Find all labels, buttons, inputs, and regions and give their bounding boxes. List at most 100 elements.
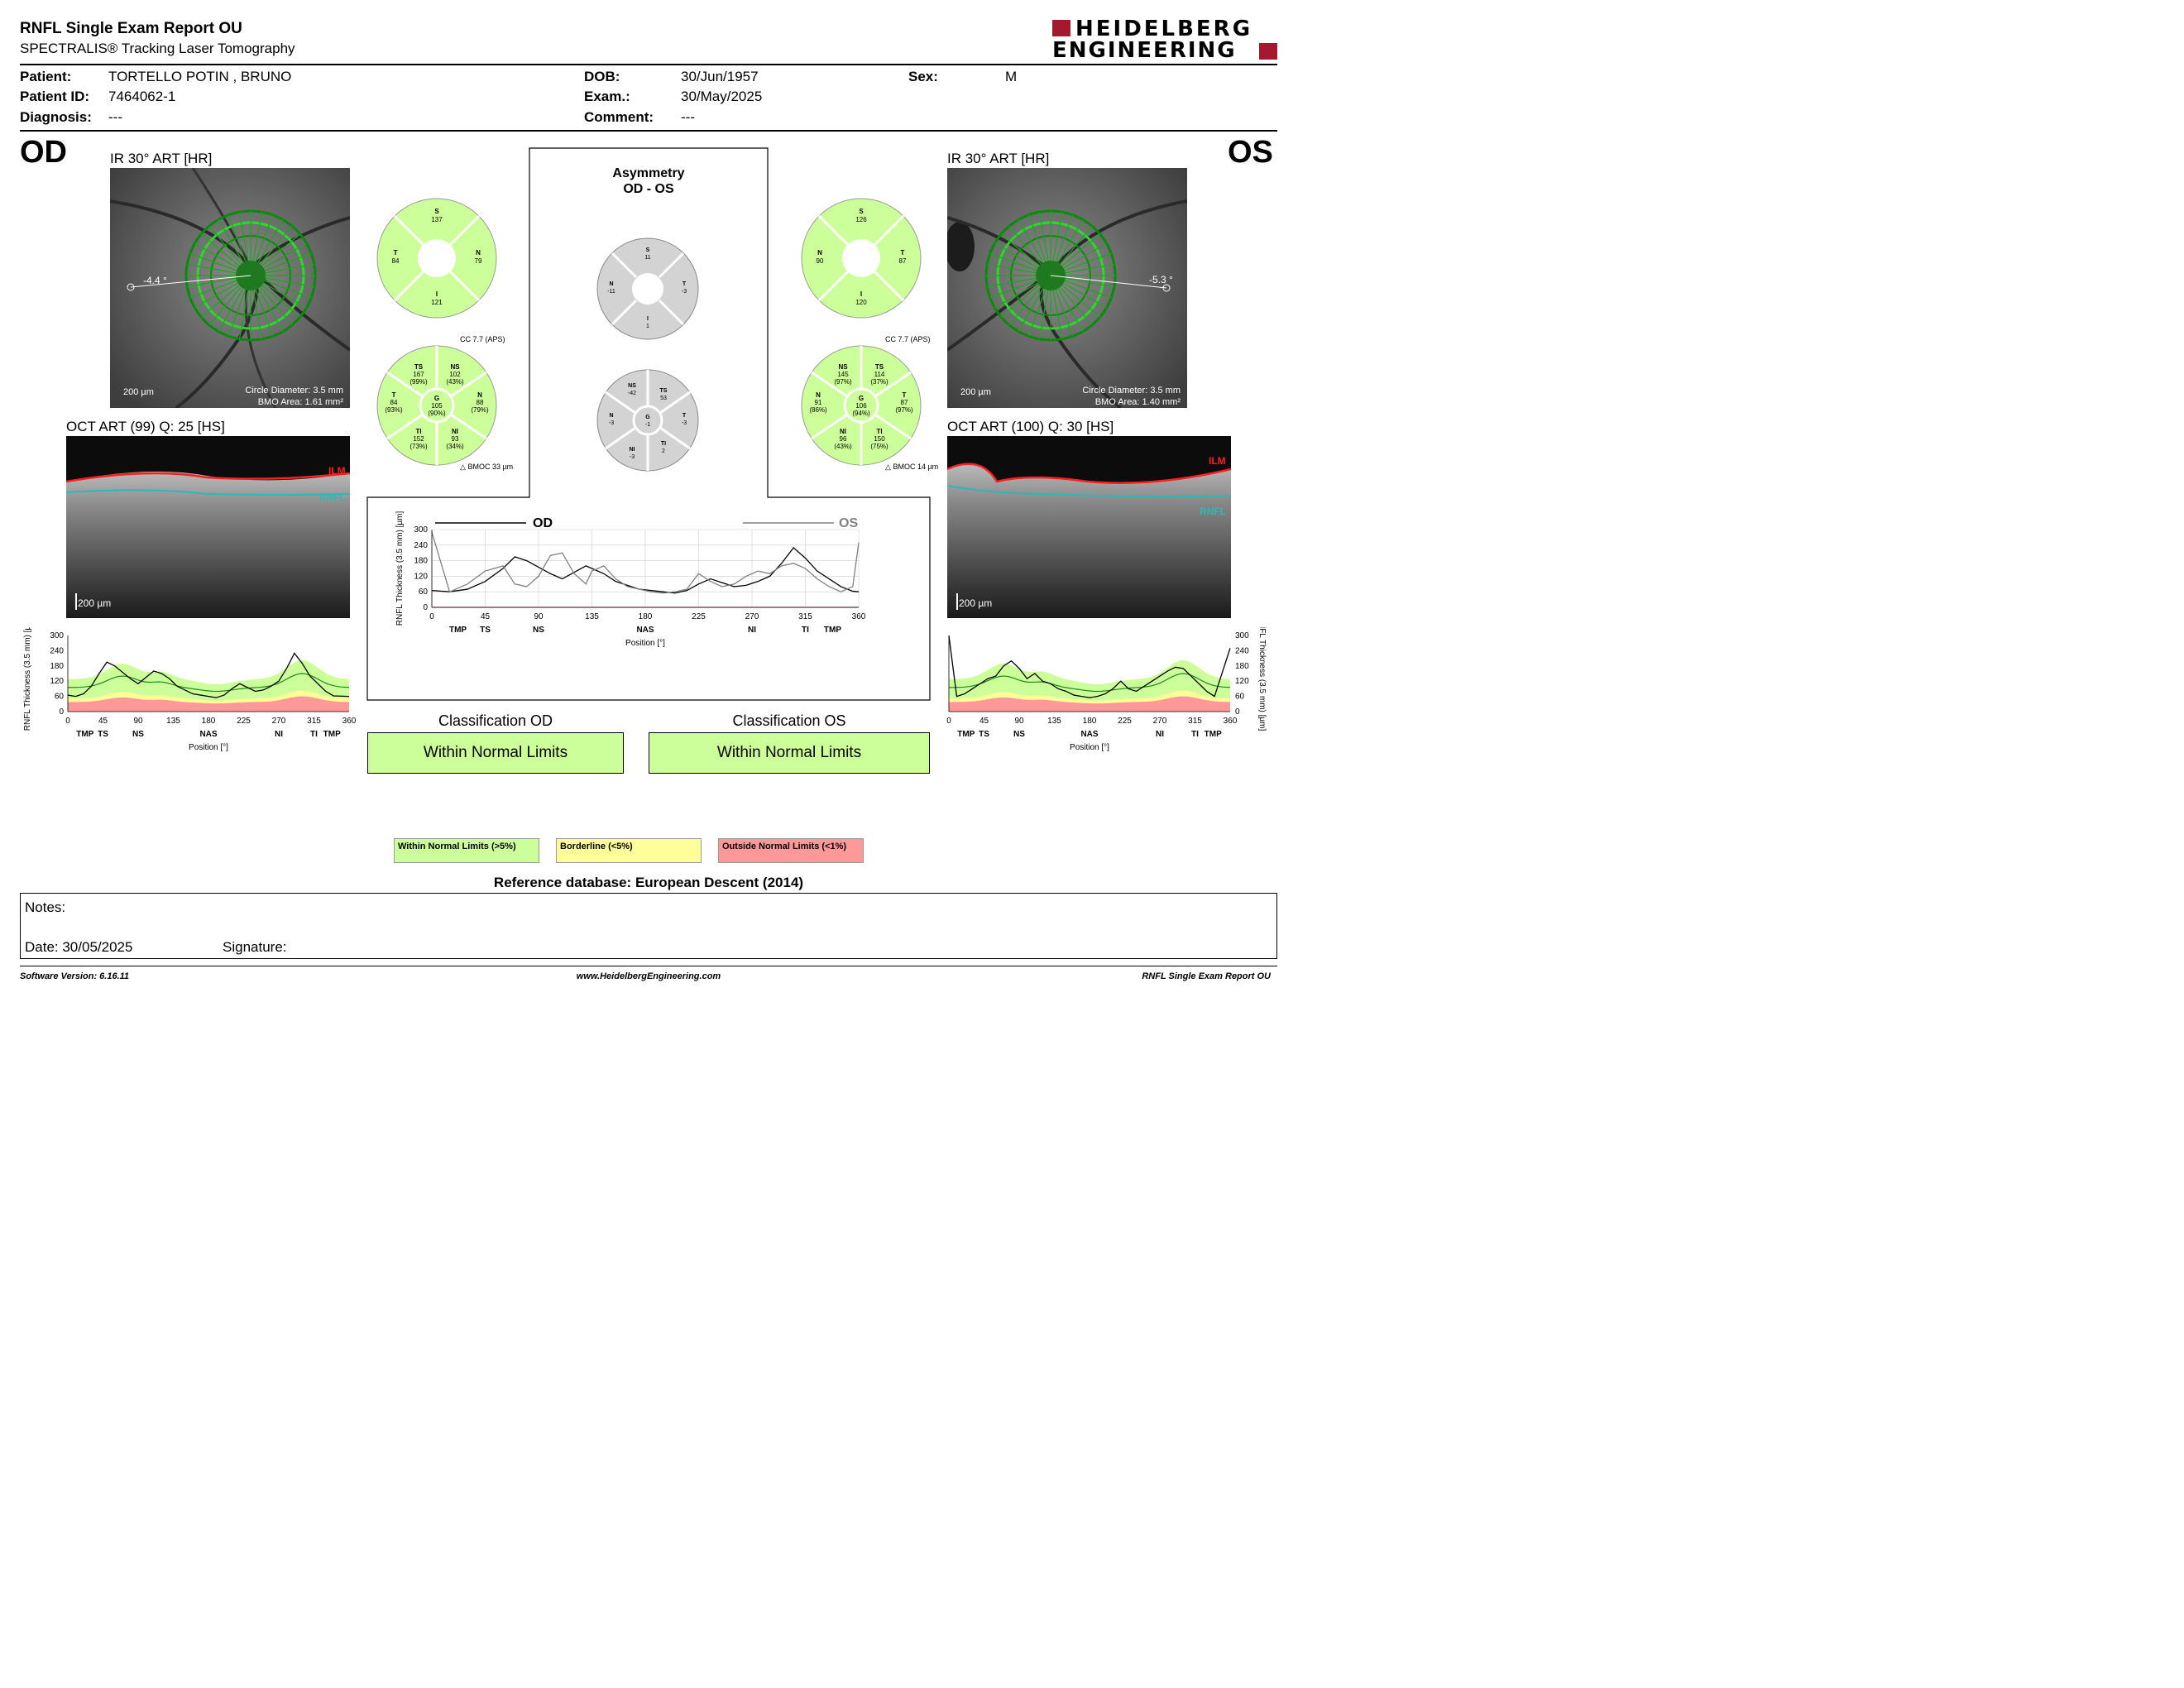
x-tick-label: 90 [133, 717, 143, 726]
x-tick-label: 45 [98, 717, 108, 726]
y-tick-label: 240 [50, 646, 64, 655]
x-tick-label: 90 [534, 612, 544, 621]
os-bmo-area: BMO Area: 1.40 mm² [1095, 397, 1181, 407]
od-bmoc-value: BMOC 33 µm [467, 463, 514, 471]
od-classification-title: Classification OD [438, 712, 553, 729]
x-tick-label: 180 [639, 612, 653, 621]
diagnosis-value: --- [108, 109, 122, 125]
sex-label: Sex: [908, 69, 938, 84]
os-s-n-value: 91 [815, 399, 822, 406]
os-s-ns-pct: (97%) [834, 378, 852, 386]
sector-label: TI [802, 626, 809, 635]
os-s-ts-value: 114 [874, 371, 885, 378]
os-classification-title: Classification OS [732, 712, 846, 729]
asym-s-t-label: T [682, 413, 687, 419]
asym-s-ts-label: TS [660, 388, 668, 394]
os-s-g-label: G [859, 395, 864, 402]
od-q-s-label: S [434, 208, 439, 215]
asym-s-t: -3 [682, 420, 687, 426]
y-tick-label: 120 [1235, 677, 1249, 686]
od-oct-image: ILM RNFL 200 µm [66, 436, 350, 618]
y-tick-label: 0 [1235, 707, 1240, 717]
x-tick-label: 0 [946, 717, 951, 726]
x-axis-label: Position [°] [189, 743, 228, 752]
x-tick-label: 315 [1188, 717, 1202, 726]
header-rule [20, 64, 1277, 65]
sector-label: NS [533, 626, 544, 635]
os-s-ns-value: 145 [837, 371, 849, 378]
asym-sector-chart: NS -42 TS 53 N -3 G -1 T -3 NI -3 TI 2 [596, 369, 699, 472]
asym-s-n: -3 [609, 420, 614, 426]
os-cc: CC 7.7 (APS) [885, 335, 931, 343]
asym-q-s: 11 [644, 255, 650, 261]
asym-s-ni-label: NI [630, 447, 635, 453]
os-q-n: 90 [817, 257, 824, 265]
od-s-g-pct: (90%) [428, 410, 446, 417]
asym-q-i-label: I [647, 316, 649, 322]
od-s-ns-value: 102 [449, 371, 461, 378]
os-fundus-graphic: -5.3 ° 200 µm Circle Diameter: 3.5 mm BM… [947, 168, 1187, 408]
x-axis-label: Position [°] [1070, 743, 1109, 752]
y-tick-label: 180 [1235, 662, 1249, 671]
y-axis-label: RNFL Thickness (3.5 mm) [µm] [1257, 627, 1267, 731]
y-tick-label: 60 [1235, 693, 1245, 702]
footer-url[interactable]: www.HeidelbergEngineering.com [576, 971, 721, 981]
os-s-ns-label: NS [838, 363, 848, 371]
os-scale: 200 µm [960, 387, 991, 397]
comment-label: Comment: [584, 109, 654, 125]
asym-q-n: -11 [607, 289, 615, 295]
sector-label: TMP [824, 626, 841, 635]
od-s-n-label: N [477, 391, 482, 399]
od-q-i: 121 [431, 299, 443, 306]
asym-q-n-label: N [609, 281, 613, 287]
asym-q-t: -3 [682, 289, 687, 295]
x-tick-label: 270 [272, 717, 286, 726]
sector-label: NI [748, 626, 756, 635]
legend-within-normal: Within Normal Limits (>5%) [394, 838, 539, 863]
od-fundus-graphic: -4.4 ° 200 µm Circle Diameter: 3.5 mm BM… [110, 168, 350, 408]
os-s-t-value: 87 [901, 399, 908, 406]
x-tick-label: 360 [342, 717, 357, 726]
sector-label: NS [132, 730, 144, 739]
logo-line2: ENGINEERING [1052, 38, 1237, 63]
patient-id-value: 7464062-1 [108, 89, 176, 104]
y-tick-label: 60 [419, 587, 429, 597]
legend-borderline: Borderline (<5%) [556, 838, 702, 863]
normative-band [949, 696, 1230, 712]
notes-label: Notes: [25, 899, 66, 915]
sector-label: NS [1013, 730, 1025, 739]
os-bmoc-value: BMOC 14 µm [893, 463, 939, 471]
x-tick-label: 135 [166, 717, 180, 726]
os-q-s: 126 [855, 216, 867, 223]
series-line-os [431, 531, 860, 594]
os-s-t-label: T [903, 391, 907, 399]
x-tick-label: 315 [307, 717, 321, 726]
normative-mean-line [948, 673, 1231, 693]
notes-date: Date: 30/05/2025 [25, 939, 133, 955]
x-axis-label: Position [°] [625, 639, 665, 648]
os-angle: -5.3 ° [1149, 274, 1173, 285]
os-q-n-label: N [817, 249, 822, 257]
patient-rule [20, 130, 1277, 132]
y-tick-label: 300 [50, 631, 64, 640]
y-tick-label: 240 [1235, 646, 1249, 655]
y-tick-label: 300 [414, 525, 428, 535]
od-s-ni-pct: (34%) [446, 443, 464, 450]
os-s-ni-pct: (43%) [834, 443, 852, 450]
sector-label: TMP [449, 626, 467, 635]
od-s-g-value: 105 [431, 402, 443, 410]
od-bmo-area: BMO Area: 1.61 mm² [258, 397, 344, 407]
y-tick-label: 300 [1235, 631, 1249, 640]
x-tick-label: 225 [237, 717, 251, 726]
od-eye-label: OD [20, 135, 67, 170]
sex-value: M [1005, 69, 1018, 84]
od-oct-scale: 200 µm [78, 597, 111, 609]
x-tick-label: 180 [1083, 717, 1097, 726]
od-s-g-label: G [434, 395, 439, 402]
os-oct-title: OCT ART (100) Q: 30 [HS] [947, 419, 1114, 434]
asym-s-ti: 2 [662, 448, 665, 454]
sector-label: TMP [957, 730, 975, 739]
x-tick-label: 225 [692, 612, 706, 621]
asym-q-t-label: T [682, 281, 687, 287]
asymmetry-subtitle: OD - OS [623, 182, 674, 196]
